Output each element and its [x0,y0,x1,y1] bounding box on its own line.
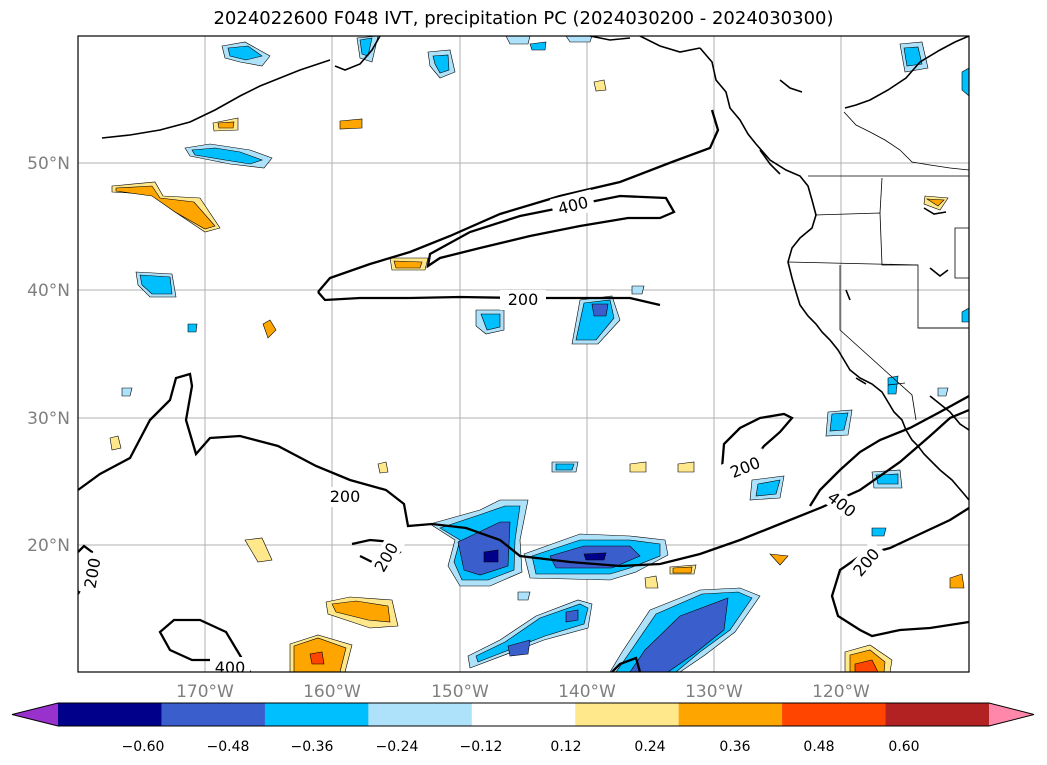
colorbar-tick: −0.12 [460,739,503,755]
plot-area [78,36,969,672]
contour-label: 200 [330,487,361,506]
colorbar-extend-low [12,703,58,726]
lat-label: 50°N [27,154,70,174]
state-borders [787,111,969,421]
colorbar [11,702,1035,727]
colorbar-outline [11,702,1035,727]
colorbar-segment [471,703,576,726]
colorbar-tick: −0.24 [376,739,419,755]
lon-label: 150°W [431,682,489,702]
lat-label: 30°N [27,409,70,429]
colorbar-ticks: −0.60 −0.48 −0.36 −0.24 −0.12 0.12 0.24 … [122,739,920,755]
colorbar-segment [264,703,369,726]
lon-label: 170°W [176,682,234,702]
coastlines [101,36,969,501]
colorbar-tick: 0.12 [550,739,581,755]
colorbar-tick: 0.48 [803,739,834,755]
lon-label: 130°W [685,682,743,702]
lat-label: 20°N [27,536,70,556]
precip-anomaly-fills [109,36,969,672]
colorbar-segment [782,703,887,726]
plot-frame [77,35,970,673]
lon-label: 160°W [303,682,361,702]
colorbar-tick: 0.60 [888,739,919,755]
lon-label: 120°W [812,682,870,702]
colorbar-segment [885,703,990,726]
map-title: 2024022600 F048 IVT, precipitation PC (2… [213,8,834,29]
colorbar-tick: 0.24 [634,739,665,755]
colorbar-tick: −0.36 [291,739,334,755]
colorbar-tick: 0.36 [719,739,750,755]
lat-label: 40°N [27,281,70,301]
contour-label: 400 [215,658,246,677]
colorbar-tick: −0.48 [207,739,250,755]
colorbar-segment [575,703,680,726]
contour-label-group: 400 200 200 200 200 400 200 200 400 [78,189,887,677]
ivt-contours [78,109,969,672]
colorbar-segment [58,703,162,726]
lon-label: 140°W [558,682,616,702]
colorbar-segment [161,703,266,726]
lon-labels: 170°W 160°W 150°W 140°W 130°W 120°W [176,682,870,702]
colorbar-segment [368,703,473,726]
lat-labels: 50°N 40°N 30°N 20°N [27,154,70,556]
colorbar-tick: −0.60 [122,739,165,755]
colorbar-segment [678,703,783,726]
contour-label: 200 [508,290,539,309]
colorbar-extend-high [989,703,1034,726]
